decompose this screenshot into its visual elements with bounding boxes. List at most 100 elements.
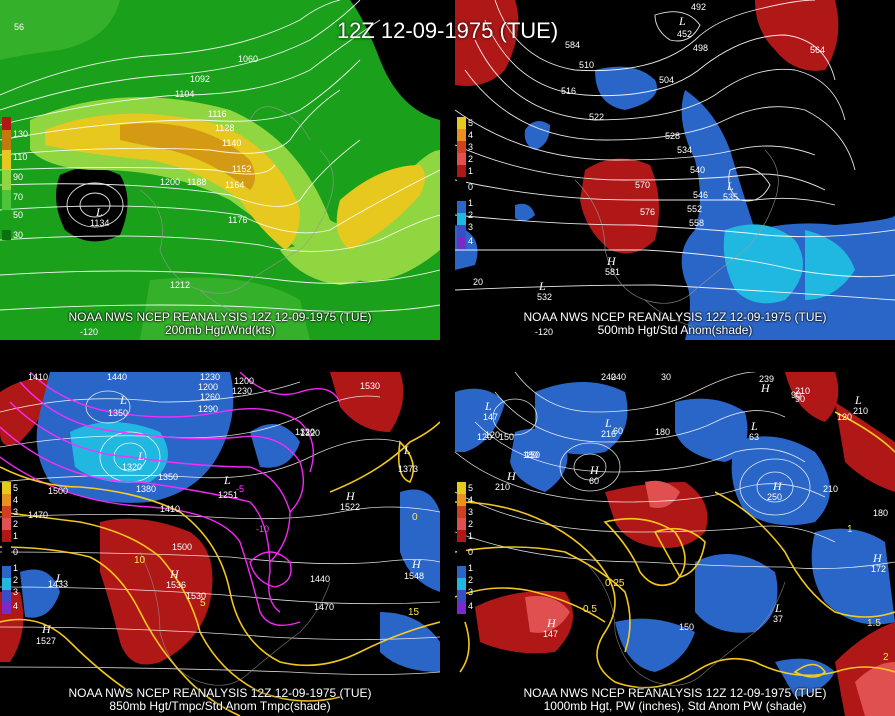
contour-label: 1410 <box>28 372 48 382</box>
high-value-label: 239 <box>759 374 774 384</box>
contour-label: 60 <box>613 426 623 436</box>
high-value-label: 1548 <box>404 571 424 581</box>
legend-swatch <box>2 117 11 130</box>
legend-label: 2 <box>468 210 473 220</box>
low-value-label: 216 <box>601 429 616 439</box>
corner-label: 56 <box>14 22 24 32</box>
high-pressure-marker: H <box>411 557 422 571</box>
high-pressure-marker: H <box>506 469 517 483</box>
contour-label: 534 <box>677 145 692 155</box>
legend-label: 3 <box>13 507 18 517</box>
legend-swatch <box>457 566 466 578</box>
low-value-label: 147 <box>483 412 498 422</box>
pw-label: 1 <box>847 524 853 535</box>
legend-label: 1 <box>468 198 473 208</box>
low-pressure-marker: L <box>137 449 145 463</box>
legend-label: 5 <box>468 118 473 128</box>
legend-label: 3 <box>468 222 473 232</box>
pw-label: 0.5 <box>583 604 597 615</box>
legend-swatch <box>2 190 11 210</box>
high-value-label: 1522 <box>340 502 360 512</box>
legend-swatch <box>2 530 11 542</box>
legend-swatch <box>2 590 11 602</box>
legend-label: 3 <box>468 587 473 597</box>
low-value-label: 1320 <box>122 462 142 472</box>
contour-label: 584 <box>565 40 580 50</box>
legend-swatch <box>2 170 11 190</box>
legend-label: 2 <box>13 575 18 585</box>
legend-swatch <box>457 494 466 506</box>
contour-label: 1092 <box>190 74 210 84</box>
panel-1000mb-pw-labels: 0.25 0.5 1 1.5 2 <box>583 524 889 663</box>
contour-label: 30 <box>661 372 671 382</box>
low-pressure-marker: H <box>41 622 52 636</box>
legend-label: 4 <box>468 495 473 505</box>
temp-label: 0 <box>412 512 418 523</box>
panel-850mb-temp-labels: -10 -5 0 5 10 15 <box>134 484 420 618</box>
contour-label: 1200 <box>198 382 218 392</box>
high-pressure-marker: H <box>589 463 600 477</box>
legend-swatch <box>457 530 466 542</box>
low-value-label: 1134 <box>90 218 109 228</box>
temp-label: 5 <box>200 598 206 609</box>
contour-label: 1164 <box>225 180 244 190</box>
contour-label: 180 <box>655 427 670 437</box>
legend-label: 50 <box>13 210 23 220</box>
legend-label: 3 <box>13 587 18 597</box>
contour-label: 1500 <box>172 542 192 552</box>
legend-swatch <box>457 482 466 494</box>
low-value-label: 532 <box>537 292 552 302</box>
contour-label: 516 <box>561 86 576 96</box>
panel-1000mb-caption-line1: NOAA NWS NCEP REANALYSIS 12Z 12-09-1975 … <box>523 686 827 700</box>
legend-swatch <box>2 518 11 530</box>
contour-label: 522 <box>589 112 604 122</box>
low-pressure-marker: L <box>403 443 411 457</box>
contour-label: 540 <box>690 165 705 175</box>
legend-label: 30 <box>13 230 23 240</box>
contour-label: 120 <box>485 430 500 440</box>
contour-label: 240 <box>601 372 616 382</box>
panel-500mb-map: 492 498 504 510 516 522 528 534 540 546 … <box>455 0 895 340</box>
low-value-label: 210 <box>853 406 868 416</box>
legend-label: 1 <box>468 531 473 541</box>
contour-label: 498 <box>693 43 708 53</box>
contour-label: 1060 <box>238 54 258 64</box>
low-value-label: 1350 <box>108 408 128 418</box>
legend-swatch <box>457 225 466 237</box>
legend-swatch <box>2 494 11 506</box>
contour-label: 1116 <box>208 109 227 119</box>
contour-label: 1410 <box>160 504 180 514</box>
contour-label: 1104 <box>175 89 194 99</box>
legend-swatch <box>2 542 11 566</box>
contour-label: 552 <box>687 204 702 214</box>
legend-swatch <box>457 578 466 590</box>
contour-label: 1200 <box>160 177 180 187</box>
low-pressure-marker: L <box>750 419 758 433</box>
contour-label: 150 <box>499 432 514 442</box>
legend-label: 2 <box>468 575 473 585</box>
contour-label: 1440 <box>310 574 330 584</box>
high-value-label: 60 <box>589 476 599 486</box>
contour-label: 528 <box>665 131 680 141</box>
low-pressure-marker: L <box>854 393 862 407</box>
panel-500mb: 492 498 504 510 516 522 528 534 540 546 … <box>455 0 895 340</box>
panel-1000mb-contour-labels: 240 30 210 180 150 120 90 60 120 150 180… <box>477 372 888 632</box>
contour-label: 576 <box>640 207 655 217</box>
contour-label: 1530 <box>360 381 380 391</box>
panel-850mb-contour-labels: 1410 1440 1230 1200 1260 1290 1320 1350 … <box>28 372 380 612</box>
high-pressure-marker: H <box>606 254 617 268</box>
legend-label: 4 <box>13 495 18 505</box>
low-value-label: 1433 <box>48 579 68 589</box>
contour-label: 1212 <box>170 280 190 290</box>
legend-swatch <box>457 177 466 201</box>
legend-swatch <box>457 518 466 530</box>
legend-swatch <box>2 602 11 614</box>
low-value-label: 63 <box>749 432 759 442</box>
contour-label: 1500 <box>48 486 68 496</box>
low-pressure-marker: L <box>223 473 231 487</box>
panel-200mb-caption-line1: NOAA NWS NCEP REANALYSIS 12Z 12-09-1975 … <box>68 310 372 324</box>
corner-label: -120 <box>535 327 553 337</box>
contour-label: 1380 <box>136 484 156 494</box>
panel-500mb-contour-labels: 492 498 504 510 516 522 528 534 540 546 … <box>561 2 825 228</box>
